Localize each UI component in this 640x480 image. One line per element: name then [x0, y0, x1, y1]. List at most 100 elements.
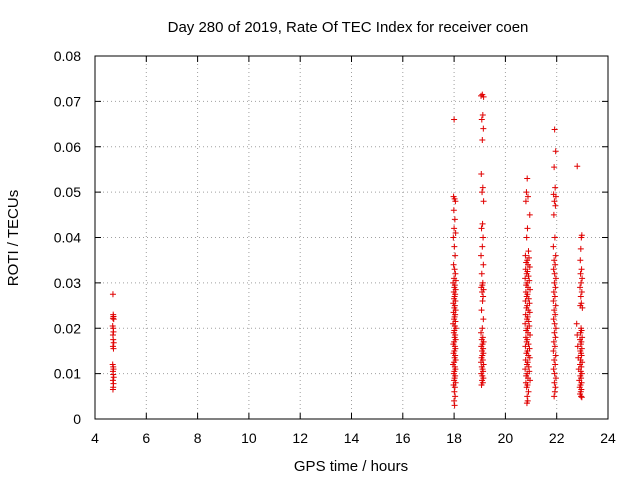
data-point — [479, 288, 486, 295]
data-point — [478, 170, 485, 177]
data-point — [480, 261, 487, 268]
data-point — [451, 384, 458, 391]
x-tick-label: 20 — [498, 430, 514, 446]
data-point — [525, 273, 532, 280]
data-point — [577, 270, 584, 277]
data-points — [109, 91, 586, 409]
data-point — [552, 352, 559, 359]
data-point — [522, 366, 529, 373]
chart-title: Day 280 of 2019, Rate Of TEC Index for r… — [168, 19, 529, 36]
data-point — [110, 328, 117, 335]
data-point — [525, 248, 532, 255]
data-point — [110, 336, 117, 343]
y-tick-label: 0.06 — [54, 139, 81, 155]
y-tick-label: 0.01 — [54, 366, 81, 382]
x-tick-label: 6 — [142, 430, 150, 446]
data-point — [451, 216, 458, 223]
data-point — [574, 343, 581, 350]
data-point — [525, 341, 532, 348]
data-point — [479, 325, 486, 332]
data-point — [551, 257, 558, 264]
x-tick-label: 4 — [91, 430, 99, 446]
data-point — [577, 293, 584, 300]
data-point — [552, 193, 559, 200]
data-point — [577, 257, 584, 264]
data-point — [479, 298, 486, 305]
data-point — [451, 266, 458, 273]
data-point — [552, 275, 559, 282]
x-tick-label: 22 — [549, 430, 565, 446]
data-point — [452, 270, 459, 277]
data-point — [552, 375, 559, 382]
y-tick-label: 0.05 — [54, 184, 81, 200]
data-point — [574, 332, 581, 339]
y-tick-label: 0 — [73, 411, 81, 427]
data-point — [551, 379, 558, 386]
data-point — [551, 388, 558, 395]
data-point — [527, 332, 534, 339]
data-point — [551, 343, 558, 350]
data-point — [573, 320, 580, 327]
data-point — [480, 293, 487, 300]
data-point — [551, 393, 558, 400]
data-point — [551, 126, 558, 133]
data-point — [523, 400, 530, 407]
data-point — [478, 225, 485, 232]
data-point — [451, 243, 458, 250]
data-point — [524, 193, 531, 200]
data-point — [550, 316, 557, 323]
data-point — [523, 234, 530, 241]
data-point — [551, 198, 558, 205]
x-tick-label: 8 — [194, 430, 202, 446]
data-point — [480, 93, 487, 100]
data-point — [478, 270, 485, 277]
data-point — [522, 320, 529, 327]
data-point — [550, 347, 557, 354]
data-point — [551, 279, 558, 286]
y-tick-label: 0.07 — [54, 93, 81, 109]
data-point — [552, 302, 559, 309]
data-point — [551, 293, 558, 300]
data-point — [551, 307, 558, 314]
data-point — [522, 343, 529, 350]
data-point — [478, 381, 485, 388]
data-point — [522, 298, 529, 305]
data-point — [578, 266, 585, 273]
data-point — [579, 304, 586, 311]
data-point — [479, 136, 486, 143]
data-point — [578, 288, 585, 295]
data-point — [578, 393, 585, 400]
data-point — [524, 175, 531, 182]
data-point — [479, 184, 486, 191]
data-point — [552, 148, 559, 155]
data-point — [523, 189, 530, 196]
data-point — [577, 245, 584, 252]
data-point — [479, 111, 486, 118]
x-tick-label: 16 — [395, 430, 411, 446]
y-tick-label: 0.04 — [54, 230, 81, 246]
data-point — [110, 339, 117, 346]
data-point — [552, 252, 559, 259]
data-point — [479, 243, 486, 250]
data-point — [551, 320, 558, 327]
data-point — [522, 252, 529, 259]
data-point — [525, 318, 532, 325]
data-point — [450, 234, 457, 241]
data-point — [552, 261, 559, 268]
x-tick-label: 10 — [241, 430, 257, 446]
data-point — [478, 116, 485, 123]
data-point — [451, 116, 458, 123]
data-point — [451, 388, 458, 395]
data-point — [451, 397, 458, 404]
data-point — [525, 363, 532, 370]
data-point — [550, 243, 557, 250]
data-point — [552, 334, 559, 341]
data-point — [452, 393, 459, 400]
data-point — [450, 207, 457, 214]
data-point — [479, 189, 486, 196]
data-point — [551, 370, 558, 377]
data-point — [552, 325, 559, 332]
y-tick-label: 0.03 — [54, 275, 81, 291]
data-point — [451, 402, 458, 409]
